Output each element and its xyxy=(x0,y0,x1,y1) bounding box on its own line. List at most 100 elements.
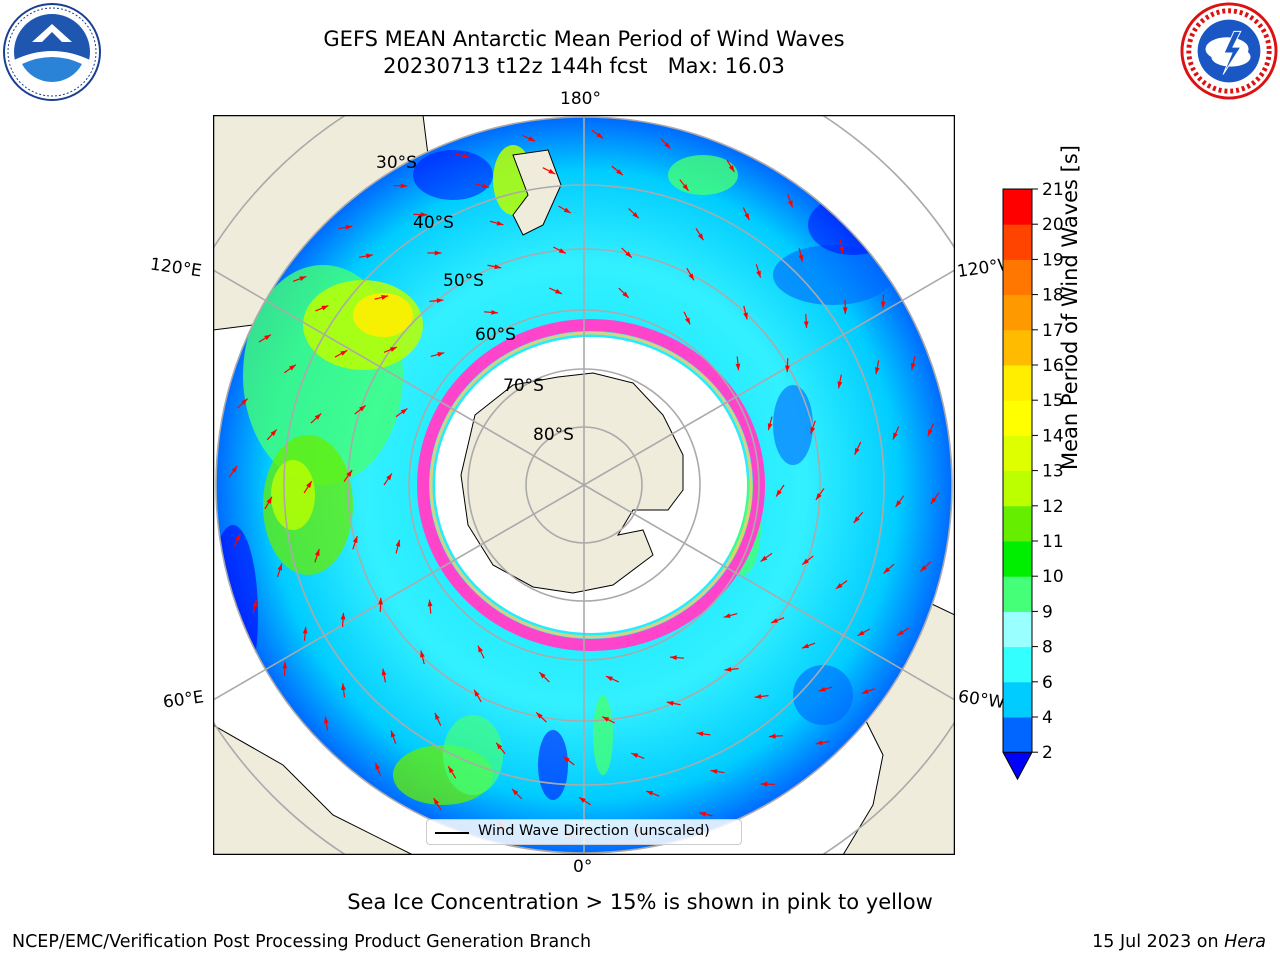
wave-arrow-head xyxy=(744,213,750,221)
colorbar-bin xyxy=(1003,681,1032,718)
wave-arrow-head xyxy=(241,398,248,405)
wave-arrow-head xyxy=(270,429,277,436)
wave-arrow-head xyxy=(839,246,845,254)
wave-arrow-head xyxy=(340,612,346,620)
colorbar-tick-label: 2 xyxy=(1042,743,1053,763)
colorbar-tick-label: 18 xyxy=(1042,286,1064,306)
lat-label-50s: 50°S xyxy=(443,271,484,291)
wave-arrow-head xyxy=(277,563,283,571)
colorbar-tick-label: 11 xyxy=(1042,532,1064,552)
lat-label-70s: 70°S xyxy=(503,376,544,396)
wave-arrow-head xyxy=(685,317,691,325)
wave-direction-arrows xyxy=(228,129,940,841)
wave-arrow-head xyxy=(818,686,826,692)
footer-date: 15 Jul 2023 on Hera xyxy=(1092,932,1266,952)
wave-arrow-head xyxy=(605,676,613,682)
wave-arrow-head xyxy=(378,597,383,605)
wave-arrow-head xyxy=(437,352,445,357)
footer-date-text: 15 Jul 2023 on xyxy=(1092,932,1225,952)
wave-arrow-head xyxy=(359,405,366,412)
wave-arrow-head xyxy=(323,716,329,724)
wave-arrow-head xyxy=(563,756,570,763)
wave-arrow-head xyxy=(895,500,902,507)
wave-arrow-head xyxy=(381,668,387,676)
wave-arrow-head xyxy=(930,497,937,505)
wave-arrow-head xyxy=(854,447,860,455)
wave-arrow-head xyxy=(785,365,790,373)
wave-arrow-head xyxy=(434,712,440,720)
wave-arrow-head xyxy=(910,363,916,370)
colorbar-bin xyxy=(1003,435,1032,472)
colorbar-bin xyxy=(1003,400,1032,436)
land-antarctica xyxy=(460,372,684,594)
wave-arrow-head xyxy=(853,516,860,523)
footer-credit: NCEP/EMC/Verification Post Processing Pr… xyxy=(12,932,592,952)
wave-arrow-head xyxy=(306,481,312,488)
wave-arrow-head xyxy=(632,211,639,219)
colorbar-title: Mean Period of Wind Waves [s] xyxy=(1058,145,1082,470)
wave-arrow-head xyxy=(756,270,761,278)
wave-arrow-head xyxy=(788,200,793,208)
wave-arrow-head xyxy=(837,381,843,389)
wave-arrow-head xyxy=(664,142,671,149)
polar-map: 30°S 40°S 50°S 60°S 70°S 80°S xyxy=(213,115,955,855)
wave-arrow-head xyxy=(892,432,898,440)
wave-arrow-head xyxy=(602,716,610,722)
wave-arrow-head xyxy=(299,276,307,281)
noaa-logo-icon xyxy=(3,3,101,101)
wave-arrow-head xyxy=(496,220,504,226)
sea-ice-note: Sea Ice Concentration > 15% is shown in … xyxy=(347,890,933,914)
wave-arrow-head xyxy=(897,629,904,636)
wave-arrow-head xyxy=(420,212,428,217)
wave-arrow-head xyxy=(798,254,804,262)
wave-arrow-head xyxy=(231,465,238,473)
wave-arrow-head xyxy=(264,334,271,341)
wave-arrow-head xyxy=(395,539,401,547)
colorbar-bin xyxy=(1003,470,1032,507)
wave-arrow-head xyxy=(724,666,732,672)
colorbar-bin xyxy=(1003,611,1032,648)
colorbar-tick-label: 8 xyxy=(1042,638,1053,658)
wave-arrow-head xyxy=(666,700,674,706)
wave-arrow-head xyxy=(883,567,891,574)
wave-arrow-head xyxy=(511,788,519,796)
wave-arrow-head xyxy=(631,753,639,758)
colorbar-tick-label: 9 xyxy=(1042,602,1053,622)
wave-arrow-head xyxy=(754,694,762,699)
wave-arrow-head xyxy=(558,248,566,254)
wave-arrow-head xyxy=(728,165,735,172)
wave-arrow-head xyxy=(462,153,469,159)
wave-arrow-head xyxy=(578,797,586,803)
wave-arrow-head xyxy=(448,766,454,774)
wave-arrow-head xyxy=(321,305,329,311)
colorbar-bin xyxy=(1003,259,1032,296)
wave-arrow-head xyxy=(802,558,809,565)
wave-arrow-head xyxy=(874,367,880,375)
wave-arrow-head xyxy=(345,224,353,230)
wave-arrow-head xyxy=(539,672,546,679)
wave-arrow-head xyxy=(760,555,768,562)
wave-arrow-head xyxy=(646,791,654,796)
wave-arrow-head xyxy=(548,168,556,175)
wave-arrow-head xyxy=(696,731,704,737)
wave-arrow-head xyxy=(282,661,288,669)
colorbar-bin xyxy=(1003,646,1032,683)
wave-arrow-head xyxy=(346,470,353,477)
colorbar-bin xyxy=(1003,576,1032,612)
wave-arrow-head xyxy=(835,583,843,589)
legend-label: Wind Wave Direction (unscaled) xyxy=(478,823,710,839)
wave-arrow-head xyxy=(390,730,396,738)
colorbar-tick-label: 13 xyxy=(1042,462,1064,482)
colorbar-bin xyxy=(1003,294,1032,331)
wave-arrow-head xyxy=(710,769,718,774)
chart-subtitle: 20230713 t12z 144h fcst Max: 16.03 xyxy=(383,54,785,78)
wave-arrow-head xyxy=(496,742,503,750)
wave-arrow-head xyxy=(427,599,433,607)
wave-arrow-head xyxy=(235,533,241,541)
wave-arrow-head xyxy=(400,183,408,189)
wave-arrow-head xyxy=(381,295,389,300)
wave-arrow-head xyxy=(536,712,543,719)
colorbar-tick-label: 17 xyxy=(1042,321,1064,341)
colorbar-tick-label: 19 xyxy=(1042,250,1064,270)
lat-label-60s: 60°S xyxy=(475,325,516,345)
